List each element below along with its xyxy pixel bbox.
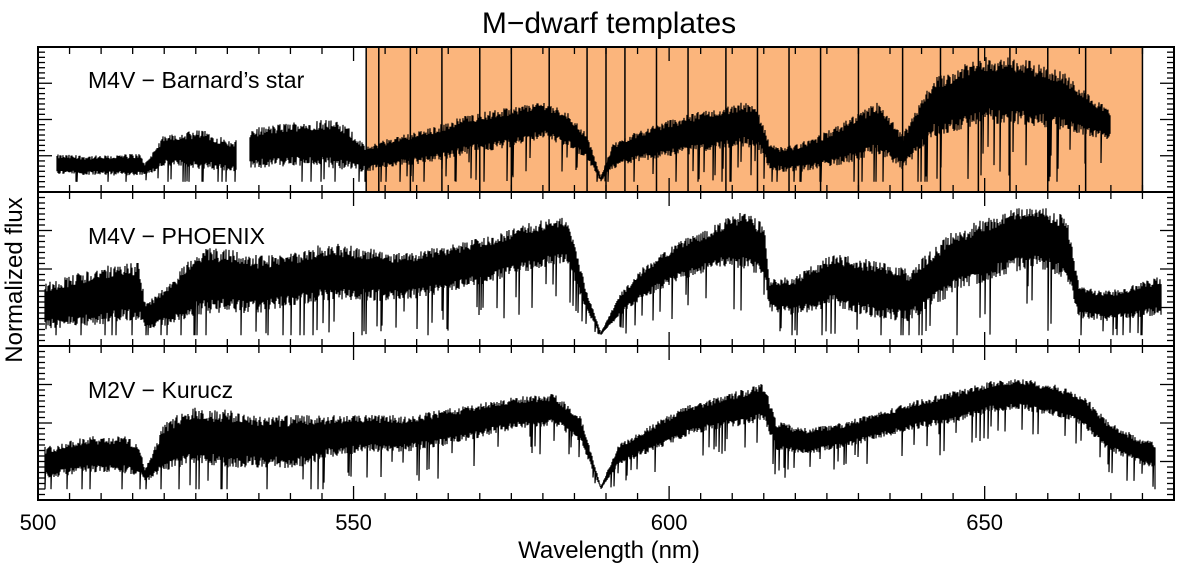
y-axis-label: Normalized flux	[1, 197, 28, 362]
x-axis-label: Wavelength (nm)	[518, 537, 700, 564]
spectrum-line-1	[44, 208, 1162, 336]
panel-barnards-star: M4V − Barnard’s star	[37, 46, 1175, 193]
panel-label-phoenix: M4V − PHOENIX	[88, 223, 265, 249]
x-tick-label-500: 500	[20, 510, 57, 535]
panel-phoenix: M4V − PHOENIX	[37, 191, 1175, 347]
panel-label-barnards-star: M4V − Barnard’s star	[88, 67, 305, 93]
x-tick-label-650: 650	[966, 510, 1003, 535]
x-tick-label-550: 550	[335, 510, 372, 535]
spectrum-line-2	[44, 379, 1156, 490]
panel-label-kurucz: M2V − Kurucz	[88, 377, 233, 403]
x-tick-labels: 500 550 600 650	[20, 510, 1003, 535]
panel-kurucz: M2V − Kurucz	[37, 345, 1175, 501]
chart-title: M−dwarf templates	[482, 7, 736, 40]
spectrum-line-0	[56, 57, 1111, 182]
x-tick-label-600: 600	[651, 510, 688, 535]
